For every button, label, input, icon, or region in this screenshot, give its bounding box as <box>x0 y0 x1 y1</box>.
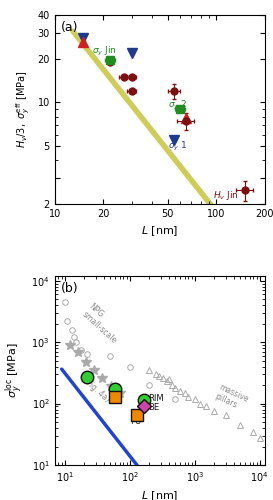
Text: PU: PU <box>130 416 141 426</box>
Text: (a): (a) <box>61 20 78 34</box>
Y-axis label: $\sigma_y^{\mathrm{loc}}$ [MPa]: $\sigma_y^{\mathrm{loc}}$ [MPa] <box>4 342 26 398</box>
Text: massive
pillars: massive pillars <box>213 382 250 413</box>
Text: $\sigma_y$ 1: $\sigma_y$ 1 <box>168 140 187 153</box>
Text: RIM: RIM <box>148 394 164 403</box>
Y-axis label: $H_v/3,\ \sigma_y^{\mathrm{eff}}$ [MPa]: $H_v/3,\ \sigma_y^{\mathrm{eff}}$ [MPa] <box>14 71 32 148</box>
Text: $\sigma_y$ 2: $\sigma_y$ 2 <box>168 99 187 112</box>
Text: $H_v$ Jin: $H_v$ Jin <box>213 189 238 202</box>
X-axis label: $L$ [nm]: $L$ [nm] <box>141 489 178 500</box>
Text: Fig. 4a): Fig. 4a) <box>84 378 111 404</box>
X-axis label: $L$ [nm]: $L$ [nm] <box>141 224 178 238</box>
Text: $\sigma_y$ Jin: $\sigma_y$ Jin <box>92 45 117 58</box>
Text: BE: BE <box>148 402 159 411</box>
Text: (b): (b) <box>61 282 79 294</box>
Text: NPG
small-scale: NPG small-scale <box>81 302 126 345</box>
